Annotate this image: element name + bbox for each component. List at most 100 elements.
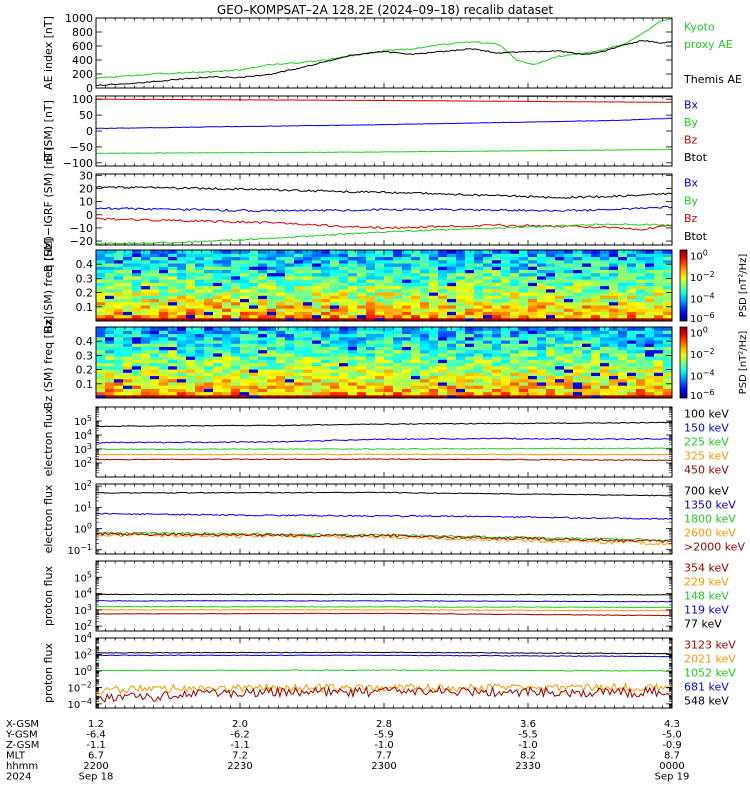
spectrogram-cell xyxy=(456,256,466,261)
spectrogram-cell xyxy=(411,262,421,267)
spectrogram-cell xyxy=(222,343,232,347)
spectrogram-cell xyxy=(654,372,664,377)
spectrogram-cell xyxy=(303,272,313,277)
spectrogram-cell xyxy=(384,359,394,364)
spectrogram-cell xyxy=(150,375,160,380)
spectrogram-cell xyxy=(330,304,340,309)
spectrogram-cell xyxy=(573,250,583,254)
spectrogram-cell xyxy=(267,253,277,258)
spectrogram-cell xyxy=(483,372,493,377)
spectrogram-cell xyxy=(159,339,169,344)
spectrogram-cell xyxy=(636,359,646,364)
spectrogram-cell xyxy=(393,314,403,319)
spectrogram-cell xyxy=(285,394,295,398)
spectrogram-cell xyxy=(312,298,322,303)
y-tick-label: 104 xyxy=(74,631,92,645)
spectrogram-cell xyxy=(546,262,556,267)
spectrogram-cell xyxy=(591,346,601,351)
spectrogram-cell xyxy=(411,388,421,393)
spectrogram-cell xyxy=(546,359,556,364)
spectrogram-cell xyxy=(132,375,142,380)
spectrogram-cell xyxy=(366,362,376,367)
spectrogram-cell xyxy=(564,330,574,335)
spectrogram-cell xyxy=(267,346,277,351)
spectrogram-cell xyxy=(258,288,268,293)
spectrogram-cell xyxy=(591,259,601,264)
spectrogram-cell xyxy=(96,295,106,300)
spectrogram-cell xyxy=(186,282,196,287)
spectrogram-cell xyxy=(663,250,672,254)
spectrogram-cell xyxy=(537,262,547,267)
spectrogram-cell xyxy=(627,279,637,283)
spectrogram-cell xyxy=(105,359,115,364)
spectrogram-cell xyxy=(519,327,529,331)
series-line-1 xyxy=(96,437,672,444)
spectrogram-cell xyxy=(438,308,448,312)
spectrogram-cell xyxy=(411,250,421,254)
spectrogram-cell xyxy=(564,381,574,386)
legend-entry-4: >2000 keV xyxy=(684,540,745,553)
spectrogram-cell xyxy=(204,356,214,360)
spectrogram-cell xyxy=(429,372,439,377)
spectrogram-cell xyxy=(591,333,601,338)
spectrogram-cell xyxy=(114,269,124,274)
spectrogram-cell xyxy=(600,269,610,274)
spectrogram-cell xyxy=(519,365,529,370)
spectrogram-cell xyxy=(177,285,187,290)
spectrogram-cell xyxy=(420,279,430,283)
spectrogram-cell xyxy=(204,365,214,370)
spectrogram-cell xyxy=(654,343,664,347)
spectrogram-cell xyxy=(195,327,205,331)
spectrogram-cell xyxy=(249,388,259,393)
spectrogram-cell xyxy=(555,372,565,377)
spectrogram-cell xyxy=(465,288,475,293)
spectrogram-cell xyxy=(510,291,520,296)
spectrogram-cell xyxy=(375,385,385,389)
spectrogram-cell xyxy=(555,368,565,373)
spectrogram-cell xyxy=(168,330,178,335)
spectrogram-cell xyxy=(213,304,223,309)
spectrogram-cell xyxy=(357,250,367,254)
spectrogram-cell xyxy=(357,256,367,261)
spectrogram-cell xyxy=(546,346,556,351)
spectrogram-cell xyxy=(654,266,664,270)
spectrogram-cell xyxy=(321,349,331,354)
spectrogram-cell xyxy=(618,304,628,309)
spectrogram-cell xyxy=(105,262,115,267)
spectrogram-cell xyxy=(168,288,178,293)
spectrogram-cell xyxy=(564,291,574,296)
spectrogram-cell xyxy=(402,317,412,321)
spectrogram-cell xyxy=(645,365,655,370)
spectrogram-cell xyxy=(195,349,205,354)
spectrogram-cell xyxy=(321,295,331,300)
spectrogram-cell xyxy=(267,282,277,287)
spectrogram-cell xyxy=(132,291,142,296)
spectrogram-cell xyxy=(636,385,646,389)
spectrogram-cell xyxy=(573,262,583,267)
spectrogram-cell xyxy=(429,262,439,267)
spectrogram-cell xyxy=(285,291,295,296)
spectrogram-cell xyxy=(555,346,565,351)
spectrogram-cell xyxy=(411,365,421,370)
spectrogram-cell xyxy=(366,298,376,303)
y-tick-label: 0 xyxy=(86,82,93,95)
spectrogram-cell xyxy=(213,378,223,383)
spectrogram-cell xyxy=(348,279,358,283)
spectrogram-cell xyxy=(519,291,529,296)
spectrogram-cell xyxy=(618,394,628,398)
spectrogram-cell xyxy=(123,391,133,396)
spectrogram-cell xyxy=(384,385,394,389)
spectrogram-cell xyxy=(474,394,484,398)
spectrogram-cell xyxy=(510,269,520,274)
spectrogram-cell xyxy=(546,256,556,261)
spectrogram-cell xyxy=(141,391,151,396)
spectrogram-cell xyxy=(582,365,592,370)
spectrogram-cell xyxy=(393,275,403,280)
spectrogram-cell xyxy=(510,266,520,270)
spectrogram-cell xyxy=(537,356,547,360)
spectrogram-cell xyxy=(411,298,421,303)
spectrogram-cell xyxy=(609,250,619,254)
spectrogram-cell xyxy=(132,262,142,267)
spectrogram-cell xyxy=(366,256,376,261)
spectrogram-cell xyxy=(447,356,457,360)
